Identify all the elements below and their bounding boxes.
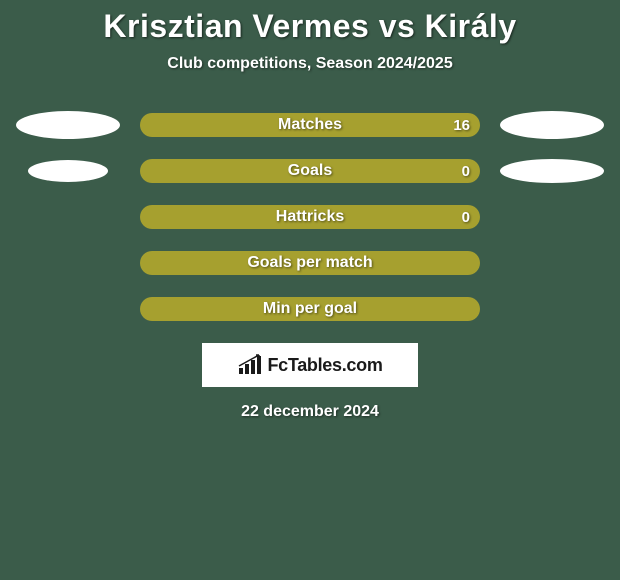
subtitle: Club competitions, Season 2024/2025 [0, 55, 620, 73]
stat-value: 16 [453, 117, 470, 134]
stat-bar: Goals per match [140, 251, 480, 275]
bar-chart-icon [237, 354, 263, 376]
stat-bar: Matches 16 [140, 113, 480, 137]
stat-row: Min per goal [0, 297, 620, 321]
logo-box: FcTables.com [202, 343, 418, 387]
stat-label: Matches [278, 116, 342, 134]
date-text: 22 december 2024 [0, 403, 620, 421]
stat-value: 0 [462, 163, 470, 180]
logo: FcTables.com [237, 354, 382, 376]
stat-row: Matches 16 [0, 113, 620, 137]
left-ellipse [28, 160, 108, 182]
page-title: Krisztian Vermes vs Király [0, 8, 620, 45]
stat-value: 0 [462, 209, 470, 226]
right-ellipse [500, 111, 604, 139]
stat-label: Hattricks [276, 208, 344, 226]
stat-row: Hattricks 0 [0, 205, 620, 229]
stat-rows: Matches 16 Goals 0 Hattricks 0 Goals per match… [0, 113, 620, 321]
left-ellipse [16, 111, 120, 139]
stat-bar: Goals 0 [140, 159, 480, 183]
stat-bar: Min per goal [140, 297, 480, 321]
stat-label: Min per goal [263, 300, 357, 318]
stat-label: Goals per match [247, 254, 372, 272]
stat-row: Goals per match [0, 251, 620, 275]
stat-bar: Hattricks 0 [140, 205, 480, 229]
stat-row: Goals 0 [0, 159, 620, 183]
right-ellipse [500, 159, 604, 183]
logo-text: FcTables.com [267, 355, 382, 376]
stat-label: Goals [288, 162, 332, 180]
comparison-infographic: Krisztian Vermes vs Király Club competit… [0, 0, 620, 580]
